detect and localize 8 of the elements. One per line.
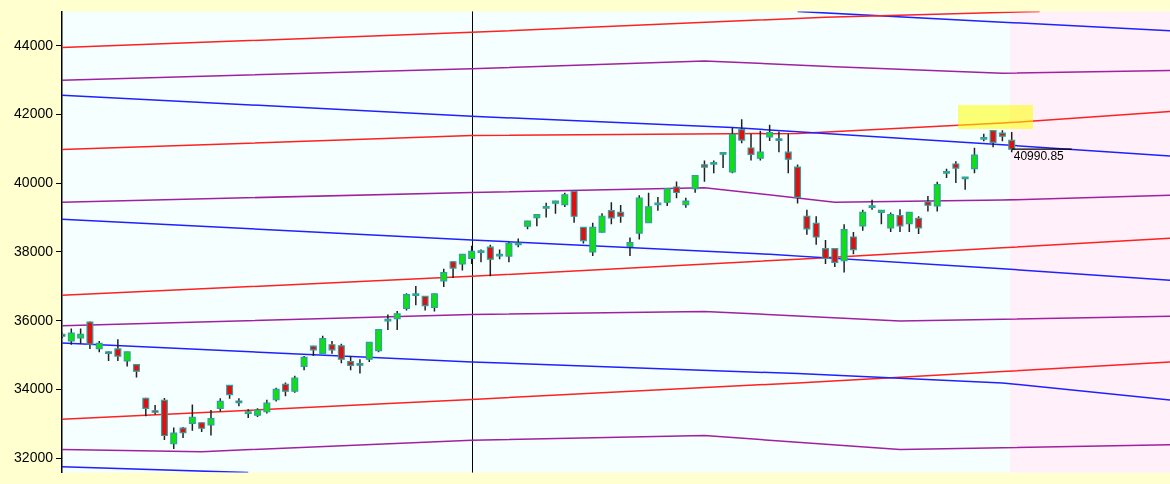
y-tick-label: 32000	[14, 449, 54, 466]
y-tick-label: 40000	[14, 174, 54, 191]
y-tick-label: 44000	[14, 36, 54, 53]
annotation: 40990.85	[1013, 149, 1065, 164]
y-tick-label: 36000	[14, 311, 54, 328]
y-tick-label: 38000	[14, 242, 54, 259]
y-tick-label: 34000	[14, 380, 54, 397]
y-tick-label: 42000	[14, 105, 54, 122]
